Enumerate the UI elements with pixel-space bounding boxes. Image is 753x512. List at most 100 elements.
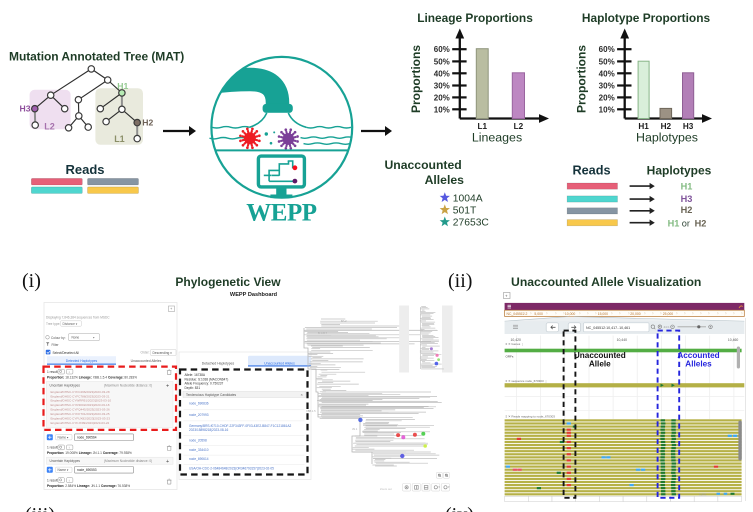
svg-text:Name ▾: Name ▾	[58, 468, 69, 472]
svg-text:node_207993: node_207993	[189, 413, 209, 417]
svg-text:L1: L1	[478, 122, 488, 131]
svg-text:Order:: Order:	[141, 350, 150, 354]
svg-text:England/DHSC-CYFC296/2023|2023: England/DHSC-CYFC296/2023|2023-03-28	[51, 390, 110, 394]
svg-text:(i): (i)	[22, 270, 41, 292]
svg-text:Germany/BRS-f0710-CHDF-22F343F: Germany/BRS-f0710-CHDF-22F343FF-0F03-43E…	[189, 424, 291, 428]
svg-text:Depth: 831: Depth: 831	[185, 386, 201, 390]
svg-text:Residue: S:1038 (MACON647): Residue: S:1038 (MACON647)	[185, 377, 229, 381]
svg-text:L1: L1	[114, 134, 125, 144]
svg-text:Unaccounted Allele Visualizati: Unaccounted Allele Visualization	[511, 275, 701, 289]
svg-text:1 result: 1 result	[47, 370, 58, 374]
svg-text:Proportion: 2.584% Lineage: JN: Proportion: 2.584% Lineage: JN.1.1 Cover…	[47, 484, 130, 488]
svg-text:+: +	[505, 293, 508, 298]
svg-text:WEPP: WEPP	[246, 199, 316, 226]
svg-text:Unaccounted Alleles: Unaccounted Alleles	[131, 359, 162, 363]
svg-text:H1: H1	[638, 122, 649, 131]
svg-text:Allele: Allele	[589, 360, 611, 369]
svg-text:5,000: 5,000	[534, 312, 543, 316]
svg-text:L2: L2	[44, 122, 55, 132]
svg-text:Reads: Reads	[65, 162, 104, 177]
svg-text:None: None	[72, 336, 80, 340]
svg-text:30%: 30%	[599, 82, 615, 91]
svg-text:England/DHSC-CYWRR91/2023|2023: England/DHSC-CYWRR91/2023|2023-03-10	[51, 399, 112, 403]
svg-text:10,420: 10,420	[511, 338, 521, 342]
svg-text:node_690836: node_690836	[189, 402, 209, 406]
svg-text:Tree type:: Tree type:	[46, 322, 60, 326]
svg-text:Detached Haplotypes: Detached Haplotypes	[202, 361, 235, 365]
svg-text:England/DHSC-CYFC788/2023|2023: England/DHSC-CYFC788/2023|2023-03-21	[51, 394, 110, 398]
svg-text:10,440: 10,440	[617, 338, 627, 342]
svg-text:Tendencious Haplotype Candidat: Tendencious Haplotype Candidates	[186, 393, 237, 397]
svg-text:60%: 60%	[434, 45, 450, 54]
svg-text:H2: H2	[681, 205, 693, 215]
svg-text:Uncertain Haplotypes: Uncertain Haplotypes	[50, 459, 81, 463]
svg-text:Proportions: Proportions	[575, 45, 589, 113]
svg-text:50%: 50%	[599, 57, 615, 66]
svg-text:(Maximum Nucleotide distance:: (Maximum Nucleotide distance: 0)	[104, 384, 152, 388]
svg-text:Alleles: Alleles	[685, 360, 712, 369]
svg-text:H2: H2	[142, 118, 153, 128]
svg-text:50%: 50%	[434, 57, 450, 66]
svg-text:Filter: Filter	[52, 343, 60, 347]
svg-text:15,000: 15,000	[598, 312, 608, 316]
svg-text:Lineage Proportions: Lineage Proportions	[417, 11, 533, 25]
svg-text:(iii): (iii)	[25, 504, 55, 512]
svg-text:Detected Haplotypes: Detected Haplotypes	[66, 359, 98, 363]
svg-text:5,891: 5,891	[699, 493, 707, 497]
svg-text:England/DHSC-CYFJX99/2023|2023: England/DHSC-CYFJX99/2023|2023-03-22	[51, 421, 110, 425]
svg-text:501T: 501T	[453, 206, 477, 217]
svg-text:≡ ✕ sequence node_670303 ⋮: ≡ ✕ sequence node_670303 ⋮	[506, 379, 548, 383]
svg-text:Zoom out: Zoom out	[380, 487, 392, 491]
svg-text:Proportion: 19.008% Lineage: J: Proportion: 19.008% Lineage: JN.1.1 Cove…	[47, 451, 132, 455]
svg-text:Unaccounted: Unaccounted	[385, 158, 462, 172]
svg-text:≡ ✕ Genes ⋮: ≡ ✕ Genes ⋮	[506, 342, 525, 346]
svg-text:USA/OH-CDC-2-06484648/2023|OR3: USA/OH-CDC-2-06484648/2023|OR346793157|2…	[189, 467, 274, 471]
svg-text:i: i	[69, 446, 70, 450]
svg-text:≡ ✕ Reads mapping to node_6703: ≡ ✕ Reads mapping to node_670303	[506, 414, 556, 418]
svg-text:Allele Frequency: 0.750237: Allele Frequency: 0.750237	[185, 382, 224, 386]
svg-text:Alleles: Alleles	[425, 173, 465, 187]
svg-text:25,000: 25,000	[663, 312, 673, 316]
svg-text:Haplotypes: Haplotypes	[636, 131, 698, 145]
svg-text:Lineages: Lineages	[472, 131, 522, 145]
svg-text:H2: H2	[661, 122, 672, 131]
svg-text:(ii): (ii)	[448, 270, 472, 292]
svg-text:▾: ▾	[93, 336, 95, 340]
svg-text:1 result: 1 result	[47, 478, 58, 482]
svg-text:(iv): (iv)	[445, 504, 474, 512]
svg-text:node_690614: node_690614	[189, 457, 209, 461]
svg-text:B.1.617: B.1.617	[318, 331, 327, 335]
svg-text:20%: 20%	[434, 93, 450, 102]
svg-text:Proportions: Proportions	[409, 45, 423, 113]
svg-text:JN.1: JN.1	[352, 427, 358, 431]
svg-text:30%: 30%	[434, 82, 450, 91]
svg-text:NC_045512.2: NC_045512.2	[507, 312, 528, 316]
svg-text:60%: 60%	[599, 45, 615, 54]
svg-text:2023/15898218|2023-08-16: 2023/15898218|2023-08-16	[189, 428, 229, 432]
svg-text:BA.2: BA.2	[341, 319, 347, 323]
svg-text:Name ▾: Name ▾	[58, 436, 69, 440]
svg-text:Descending ▾: Descending ▾	[153, 351, 173, 355]
svg-text:1 result: 1 result	[47, 446, 58, 450]
svg-text:Uncertain Haplotypes: Uncertain Haplotypes	[50, 384, 81, 388]
svg-text:20%: 20%	[599, 93, 615, 102]
svg-text:Accounted: Accounted	[677, 351, 719, 360]
svg-text:Haplotype Proportions: Haplotype Proportions	[582, 11, 711, 25]
svg-text:+: +	[166, 384, 169, 390]
svg-text:NC_045512:10,417..10,461: NC_045512:10,417..10,461	[586, 326, 630, 330]
svg-text:L2: L2	[514, 122, 524, 131]
svg-text:27653C: 27653C	[453, 218, 490, 229]
svg-text:Reads: Reads	[572, 163, 610, 177]
svg-text:40%: 40%	[434, 69, 450, 78]
svg-text:×: ×	[301, 392, 304, 397]
svg-text:10%: 10%	[434, 105, 450, 114]
svg-text:H3: H3	[20, 104, 31, 114]
svg-text:40%: 40%	[599, 69, 615, 78]
svg-text:Mutation Annotated Tree (MAT): Mutation Annotated Tree (MAT)	[9, 50, 184, 64]
svg-text:Phylogenetic View: Phylogenetic View	[175, 275, 281, 289]
svg-text:i: i	[69, 478, 70, 482]
svg-text:Colour by:: Colour by:	[51, 336, 66, 340]
svg-text:Distance ▾: Distance ▾	[63, 322, 78, 326]
svg-text:20,000: 20,000	[630, 312, 640, 316]
